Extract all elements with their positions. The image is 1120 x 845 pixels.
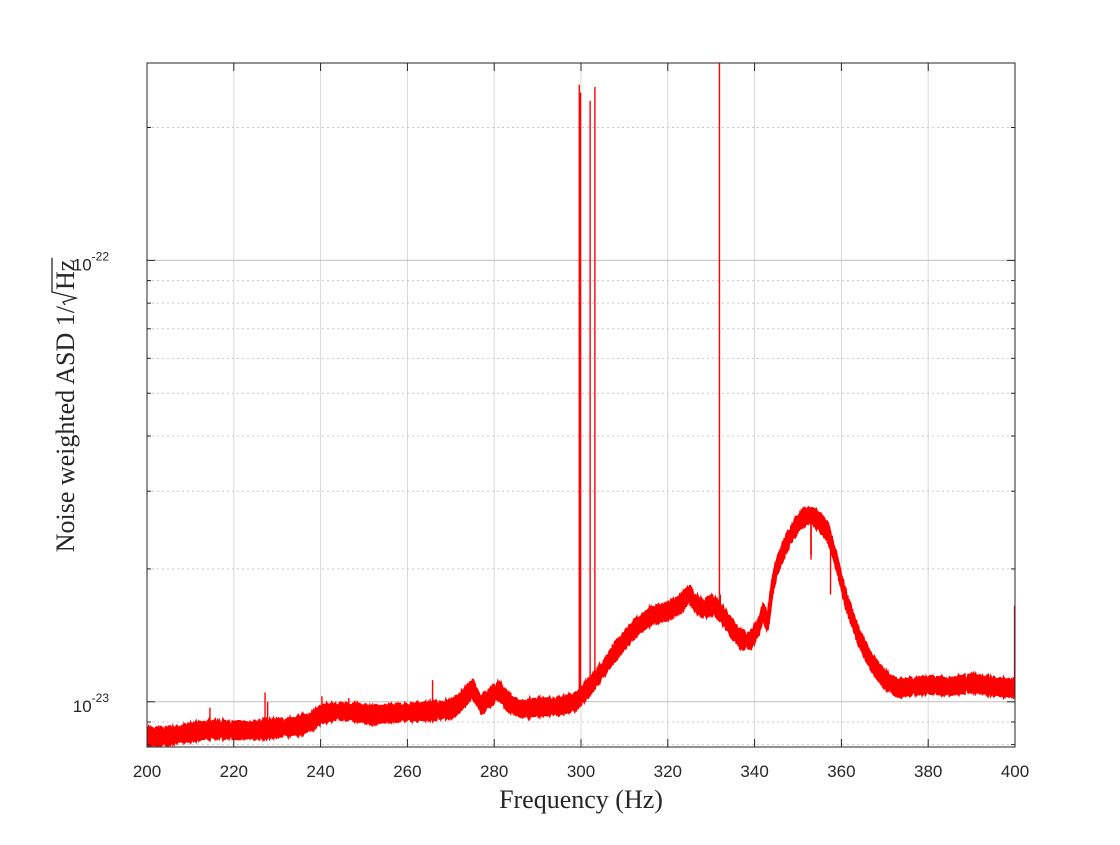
y-axis-label-text: Noise weighted ASD 1/ bbox=[51, 305, 80, 552]
y-axis-label-root: Hz bbox=[51, 260, 80, 290]
y-axis-label: Noise weighted ASD 1/ Hz bbox=[51, 257, 80, 552]
x-tick-label: 400 bbox=[1001, 762, 1029, 781]
y-tick-label: 10-22 bbox=[73, 249, 110, 274]
x-axis-label: Frequency (Hz) bbox=[499, 785, 663, 814]
x-tick-label: 220 bbox=[220, 762, 248, 781]
x-tick-label: 380 bbox=[914, 762, 942, 781]
x-tick-label: 280 bbox=[480, 762, 508, 781]
x-tick-labels: 200 220 240 260 280 300 320 340 360 380 400 bbox=[133, 762, 1029, 781]
x-tick-label: 200 bbox=[133, 762, 161, 781]
y-tick-label: 10-23 bbox=[73, 691, 110, 716]
x-tick-label: 340 bbox=[740, 762, 768, 781]
x-tick-label: 300 bbox=[567, 762, 595, 781]
x-tick-label: 260 bbox=[393, 762, 421, 781]
y-tick-labels: 10-23 10-22 bbox=[73, 249, 110, 715]
x-tick-label: 240 bbox=[306, 762, 334, 781]
sqrt-symbol: Hz bbox=[51, 257, 80, 306]
ticks bbox=[146, 63, 1016, 747]
x-tick-label: 360 bbox=[827, 762, 855, 781]
x-tick-label: 320 bbox=[654, 762, 682, 781]
